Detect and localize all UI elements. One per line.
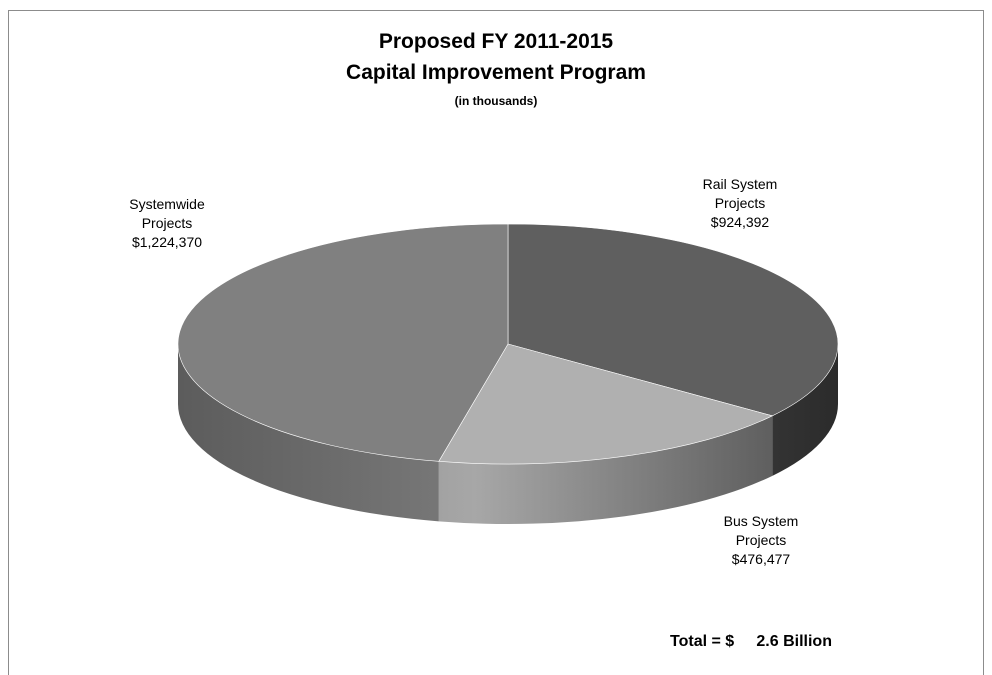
slice-label-rail-line1: Rail System — [702, 176, 778, 192]
slice-label-systemwide: Systemwide Projects $1,224,370 — [112, 195, 222, 252]
slice-label-systemwide-line2: Projects — [141, 215, 193, 231]
pie-slice-systemwide — [177, 223, 509, 462]
slice-label-bus: Bus System Projects $476,477 — [701, 512, 821, 569]
slice-label-bus-line1: Bus System — [723, 513, 799, 529]
slice-label-systemwide-value: $1,224,370 — [131, 234, 203, 250]
slice-label-bus-line2: Projects — [735, 532, 787, 548]
chart-subtitle: Capital Improvement Program — [346, 61, 646, 84]
pie-side-bus — [438, 415, 773, 524]
slice-label-rail-value: $924,392 — [710, 214, 770, 230]
pie-side-systemwide — [178, 344, 439, 522]
pie-slice-bus — [438, 343, 774, 465]
pie-slice-rail — [507, 223, 839, 417]
pie-side-rail — [772, 344, 838, 476]
total-label: Total = $ 2.6 Billion — [670, 633, 832, 650]
slice-label-rail-line2: Projects — [714, 195, 766, 211]
slice-label-rail: Rail System Projects $924,392 — [685, 175, 795, 232]
chart-units-note: (in thousands) — [454, 94, 538, 108]
slice-label-bus-value: $476,477 — [731, 551, 791, 567]
chart-title: Proposed FY 2011-2015 — [378, 30, 614, 53]
slice-label-systemwide-line1: Systemwide — [129, 196, 205, 212]
